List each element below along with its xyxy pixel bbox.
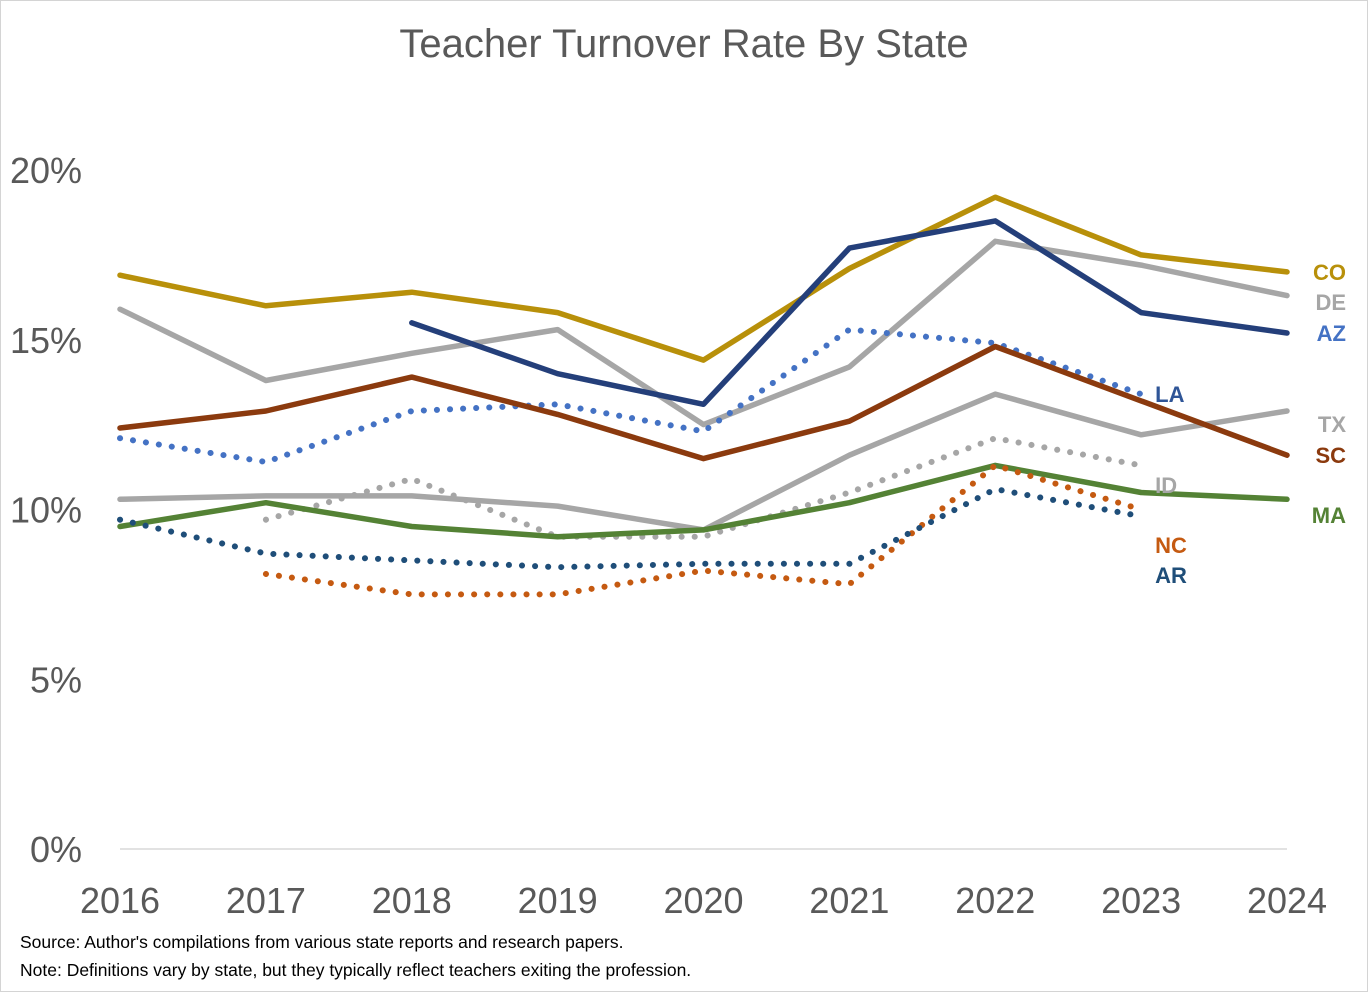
y-tick-label: 20% — [10, 150, 82, 191]
y-tick-label: 10% — [10, 490, 82, 531]
series-label-ar: AR — [1155, 563, 1187, 588]
series-label-co: CO — [1313, 260, 1346, 285]
source-note: Source: Author's compilations from vario… — [20, 932, 624, 952]
x-tick-label: 2018 — [372, 880, 452, 921]
x-tick-label: 2021 — [809, 880, 889, 921]
series-line-co — [117, 194, 1290, 363]
x-tick-label: 2016 — [80, 880, 160, 921]
series-label-la: LA — [1155, 382, 1184, 407]
series-label-sc: SC — [1315, 443, 1346, 468]
series-line-la — [117, 326, 1145, 465]
series-label-id: ID — [1155, 473, 1177, 498]
series-label-az: AZ — [1317, 321, 1346, 346]
y-tick-label: 15% — [10, 320, 82, 361]
series-label-ma: MA — [1312, 503, 1346, 528]
x-tick-label: 2023 — [1101, 880, 1181, 921]
series-line-de — [117, 238, 1290, 428]
y-tick-label: 0% — [30, 829, 82, 870]
x-tick-label: 2022 — [955, 880, 1035, 921]
x-tick-label: 2020 — [663, 880, 743, 921]
series-line-az — [409, 218, 1290, 408]
series-label-de: DE — [1315, 290, 1346, 315]
series-line-ma — [117, 462, 1290, 540]
series-label-tx: TX — [1318, 412, 1346, 437]
x-tick-label: 2024 — [1247, 880, 1327, 921]
series-line-id — [262, 435, 1145, 540]
chart-title: Teacher Turnover Rate By State — [399, 22, 969, 66]
series-line-nc — [262, 462, 1145, 598]
x-tick-label: 2017 — [226, 880, 306, 921]
x-tick-label: 2019 — [518, 880, 598, 921]
series-line-sc — [117, 343, 1290, 462]
series-line-ar — [117, 486, 1145, 571]
y-tick-label: 5% — [30, 659, 82, 700]
definitions-note: Note: Definitions vary by state, but the… — [20, 960, 692, 980]
series-label-nc: NC — [1155, 533, 1187, 558]
